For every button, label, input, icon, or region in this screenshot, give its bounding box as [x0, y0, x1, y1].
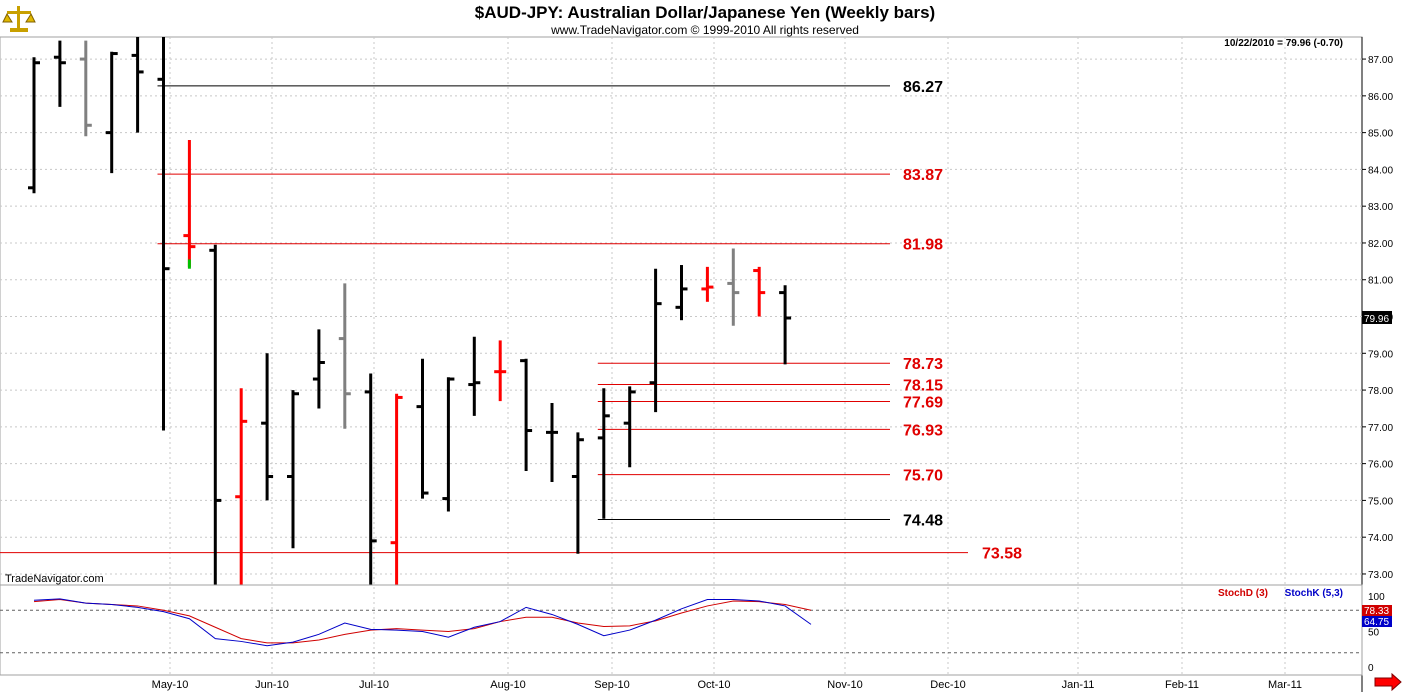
ohlc-bar — [701, 266, 714, 302]
date-axis-ticks: May-10 Jun-10 Jul-10 Aug-10 Sep-10 Oct-10 Nov-… — [152, 679, 1302, 691]
ohlc-bar — [468, 336, 481, 416]
x-tick-label: Aug-10 — [490, 679, 525, 691]
ohlc-bar — [779, 285, 792, 365]
x-tick-label: Feb-11 — [1165, 679, 1199, 691]
y-tick-label: 77.00 — [1368, 423, 1393, 434]
level-label: 78.15 — [903, 378, 943, 395]
ohlc-bar — [183, 139, 196, 267]
ohlc-bar — [675, 265, 688, 321]
x-tick-label: Dec-10 — [930, 679, 965, 691]
ohlc-bar — [157, 37, 170, 431]
y-tick-label: 79.00 — [1368, 349, 1393, 360]
level-label: 78.73 — [903, 356, 943, 373]
ohlc-bar — [753, 266, 766, 317]
stoch-last-label: 64.75 — [1364, 617, 1389, 628]
level-label: 83.87 — [903, 167, 943, 184]
x-tick-label: Jun-10 — [255, 679, 289, 691]
level-label: 75.70 — [903, 468, 943, 485]
ohlc-bar — [623, 386, 636, 468]
level-label: 73.58 — [982, 546, 1022, 563]
ohlc-bar — [649, 268, 662, 413]
legend-stochd: StochD (3) — [1218, 588, 1268, 599]
ohlc-bar — [28, 57, 40, 194]
logo — [2, 2, 36, 34]
ohlc-bar — [597, 388, 610, 519]
price-bars — [28, 37, 792, 585]
stoch-tick-label: 50 — [1368, 628, 1380, 639]
stoch-series-line — [33, 598, 812, 647]
ohlc-bar — [131, 37, 144, 133]
y-tick-label: 87.00 — [1368, 55, 1393, 66]
stoch-tick-label: 100 — [1368, 592, 1385, 603]
ohlc-bar — [571, 432, 584, 554]
stoch-last-box — [1362, 616, 1392, 627]
ohlc-bar — [53, 40, 66, 107]
vertical-grid — [169, 37, 1286, 675]
scales-icon — [2, 2, 36, 34]
last-value-box: 79.96 — [1362, 310, 1392, 325]
copyright-text: www.TradeNavigator.com © 1999-2010 All r… — [550, 23, 859, 37]
stochastic-grid — [0, 609, 1362, 654]
ohlc-bar — [261, 353, 274, 501]
level-label: 86.27 — [903, 79, 943, 96]
horizontal-grid — [0, 58, 1362, 575]
y-tick-label: 82.00 — [1368, 239, 1393, 250]
y-tick-label: 78.00 — [1368, 386, 1393, 397]
ohlc-bar — [287, 390, 299, 549]
ohlc-bar — [235, 388, 248, 585]
y-tick-label: 84.00 — [1368, 165, 1393, 176]
stoch-last-label: 78.33 — [1364, 606, 1389, 617]
x-tick-label: Sep-10 — [594, 679, 629, 691]
watermark: TradeNavigator.com — [5, 573, 104, 585]
ohlc-bar — [338, 283, 351, 429]
x-tick-label: May-10 — [152, 679, 189, 691]
y-tick-label: 76.00 — [1368, 460, 1393, 471]
stoch-tick-label: 0 — [1368, 663, 1374, 674]
ohlc-bar — [416, 358, 429, 499]
level-label: 77.69 — [903, 394, 943, 411]
level-label: 76.93 — [903, 422, 943, 439]
stoch-last-box — [1362, 605, 1392, 616]
x-tick-label: Jan-11 — [1062, 679, 1095, 691]
last-value-label: 79.96 — [1364, 314, 1389, 325]
x-tick-label: Jul-10 — [359, 679, 389, 691]
x-tick-label: Nov-10 — [827, 679, 862, 691]
quote-readout: 10/22/2010 = 79.96 (-0.70) — [1224, 38, 1343, 49]
x-tick-label: Oct-10 — [697, 679, 730, 691]
y-tick-label: 74.00 — [1368, 533, 1393, 544]
y-tick-label: 83.00 — [1368, 202, 1393, 213]
legend-stochk: StochK (5,3) — [1285, 588, 1343, 599]
y-tick-label: 81.00 — [1368, 276, 1393, 287]
y-tick-label: 86.00 — [1368, 92, 1393, 103]
stoch-series-line — [33, 599, 812, 644]
ohlc-bar — [727, 248, 740, 326]
y-tick-label: 75.00 — [1368, 496, 1393, 507]
stochastic-panel — [0, 584, 1363, 676]
red-arrow-right-icon[interactable] — [1374, 672, 1402, 692]
ohlc-bar — [546, 402, 558, 483]
x-tick-label: Mar-11 — [1268, 679, 1302, 691]
ohlc-bar — [520, 358, 533, 471]
ohlc-bar — [209, 244, 222, 585]
ohlc-bar — [105, 51, 118, 174]
ohlc-bar — [364, 373, 377, 585]
ohlc-bar — [494, 340, 507, 402]
y-tick-label: 73.00 — [1368, 570, 1393, 581]
level-label: 81.98 — [903, 237, 943, 254]
y-tick-label: 85.00 — [1368, 129, 1393, 140]
ohlc-bar — [390, 393, 403, 585]
stochastic-lines — [33, 598, 812, 647]
ohlc-bar — [79, 40, 92, 137]
ohlc-bar — [312, 329, 325, 409]
chart-title: $AUD-JPY: Australian Dollar/Japanese Yen… — [475, 3, 935, 22]
ohlc-bar — [442, 377, 455, 512]
level-label: 74.48 — [903, 513, 943, 530]
